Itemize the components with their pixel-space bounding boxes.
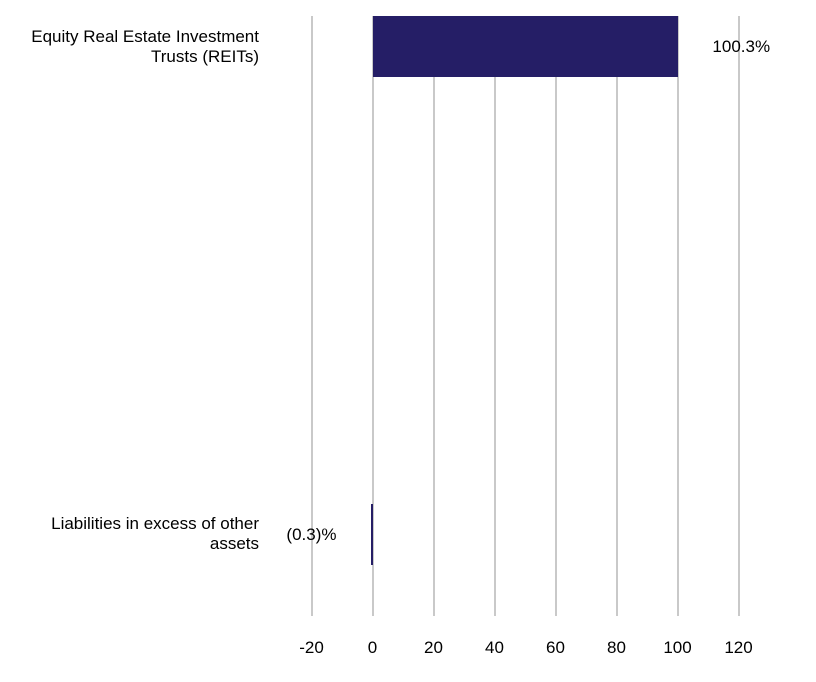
value-label: (0.3)% <box>286 524 337 544</box>
x-tick-label: 60 <box>546 638 565 657</box>
value-label: 100.3% <box>712 36 771 56</box>
gridline <box>554 16 557 616</box>
x-tick-label: -20 <box>299 638 324 657</box>
gridline <box>432 16 435 616</box>
x-tick-label: 0 <box>367 638 378 657</box>
x-tick-label: 100 <box>663 638 692 657</box>
bar-liabilities <box>370 504 373 565</box>
gridline <box>310 16 313 616</box>
gridline <box>493 16 496 616</box>
gridline <box>676 16 679 616</box>
x-tick-label: 40 <box>485 638 504 657</box>
category-label-liabilities: Liabilities in excess of other assets <box>51 514 259 553</box>
bar-equity-reits <box>372 16 679 77</box>
gridline <box>615 16 618 616</box>
gridline <box>371 16 374 616</box>
x-tick-label: 20 <box>424 638 443 657</box>
x-tick-label: 120 <box>724 638 753 657</box>
gridline <box>737 16 740 616</box>
category-label-equity-reits: Equity Real Estate Investment Trusts (RE… <box>31 27 259 66</box>
x-tick-label: 80 <box>607 638 626 657</box>
